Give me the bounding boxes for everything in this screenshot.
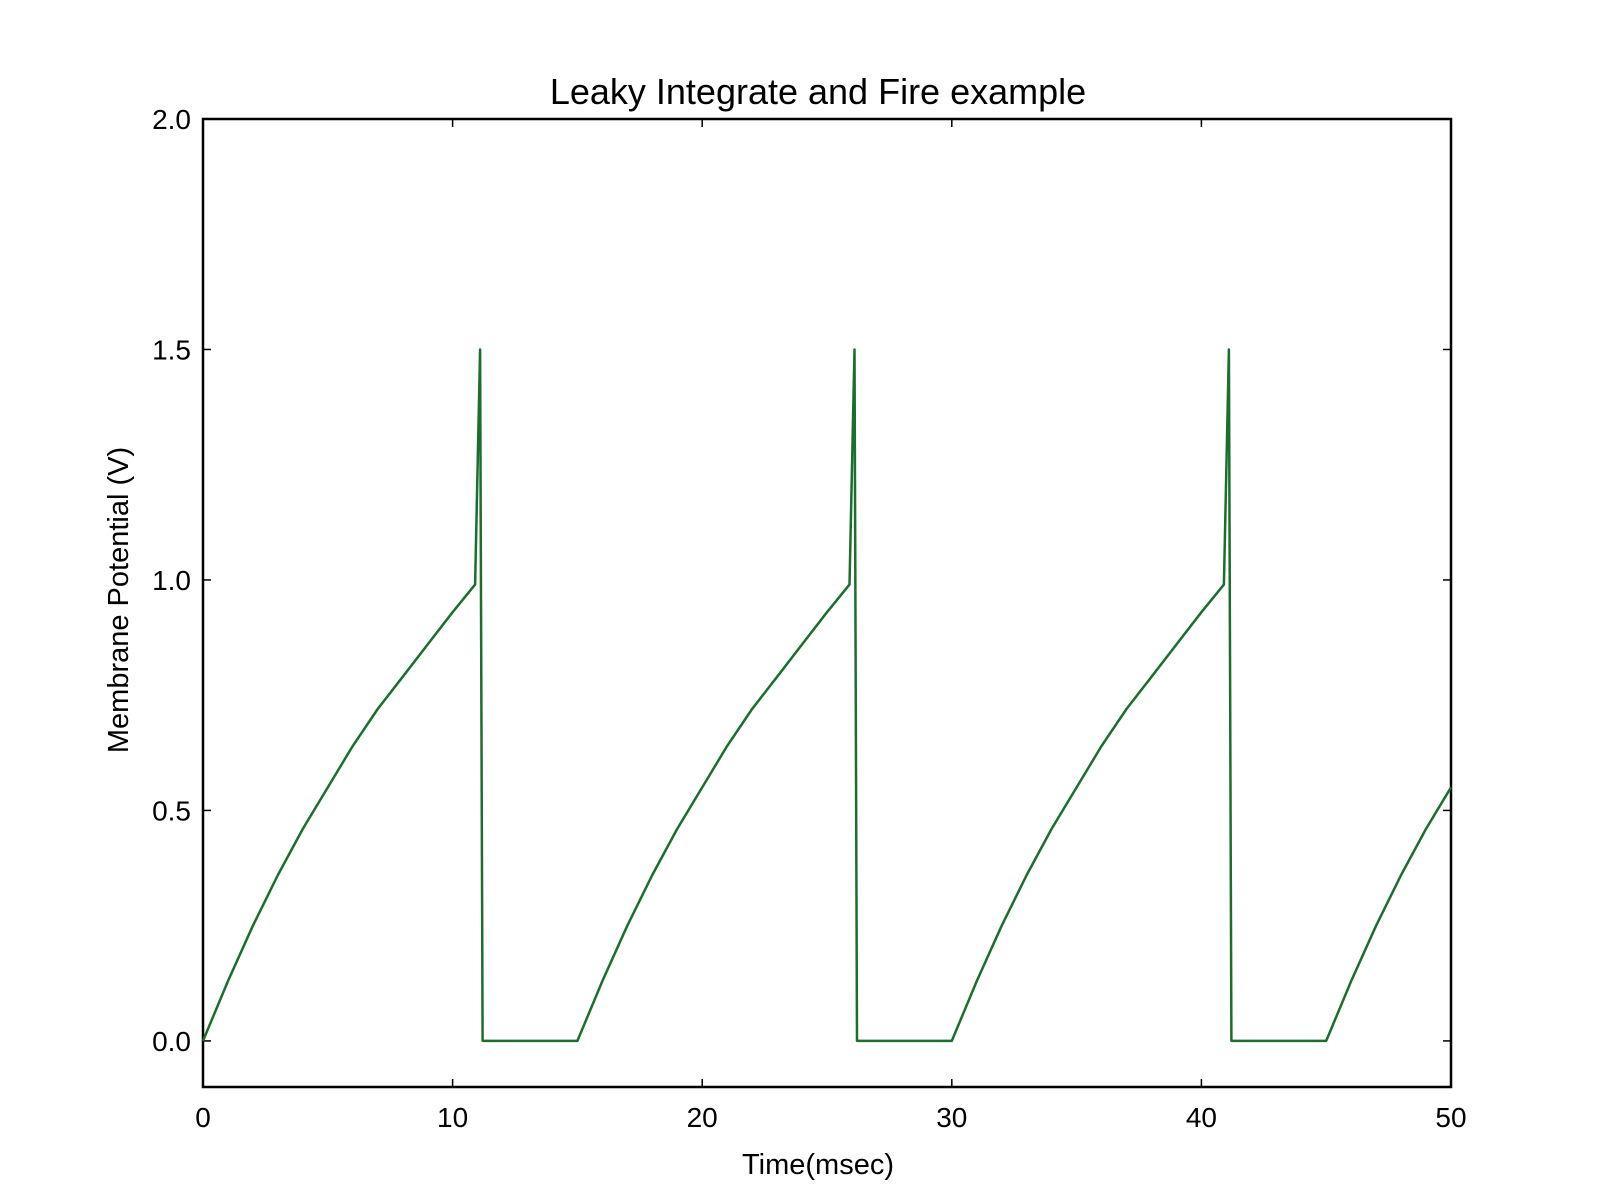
x-tick-label: 0 [195, 1102, 211, 1133]
x-tick-label: 50 [1435, 1102, 1466, 1133]
x-axis-label: Time(msec) [742, 1149, 894, 1181]
y-tick-label: 0.0 [152, 1026, 191, 1057]
x-tick-label: 40 [1186, 1102, 1217, 1133]
y-tick-label: 1.0 [152, 565, 191, 596]
series-line [201, 348, 1453, 1043]
plot-area: 0 10 20 30 40 50 0.0 0.5 1.0 1.5 2.0 [152, 104, 1467, 1133]
x-tick-label: 20 [687, 1102, 718, 1133]
y-axis-label: Membrane Potential (V) [103, 447, 135, 753]
plot-frame [201, 117, 1453, 1089]
chart-title: Leaky Integrate and Fire example [550, 71, 1086, 112]
y-tick-label: 2.0 [152, 104, 191, 135]
x-tick-label: 10 [437, 1102, 468, 1133]
x-tick-label: 30 [936, 1102, 967, 1133]
y-tick-label: 0.5 [152, 795, 191, 826]
y-tick-label: 1.5 [152, 334, 191, 365]
